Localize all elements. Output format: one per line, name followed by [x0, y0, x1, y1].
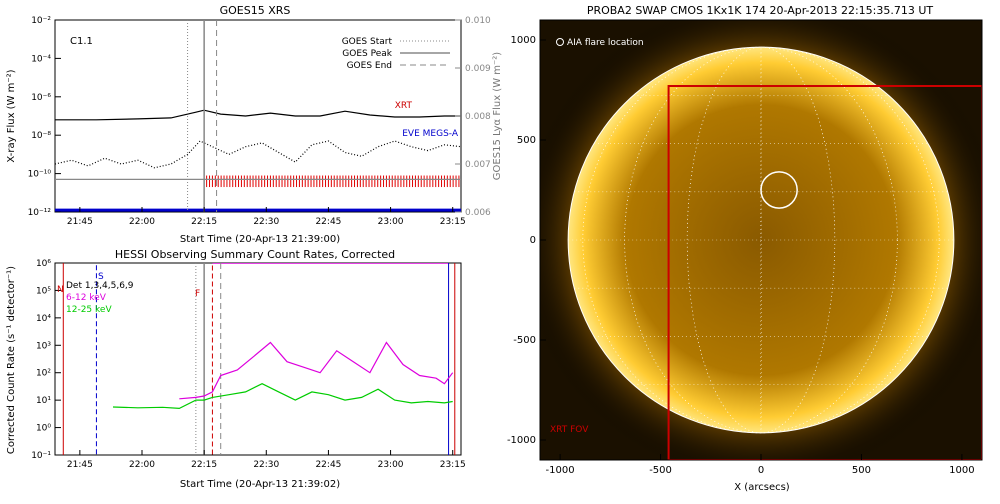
- x-tick-label: 23:15: [440, 217, 466, 227]
- series-label-xrt: XRT: [395, 101, 413, 111]
- hessi-axes: 21:45 22:00 22:15 22:30 22:45 23:00 23:15 10⁻¹ 1…: [31, 259, 465, 470]
- y-tick-label: -500: [513, 335, 536, 346]
- legend-goes-start: GOES Start: [342, 37, 393, 47]
- y-tick-label: -1000: [507, 435, 536, 446]
- swap-legend-aia: AIA flare location: [567, 38, 644, 48]
- y-tick-label: 10⁻¹⁰: [28, 170, 52, 180]
- y-right-tick-label: 0.009: [465, 64, 491, 74]
- swap-x-label: X (arcsecs): [734, 482, 790, 493]
- goes-title: GOES15 XRS: [220, 4, 291, 17]
- x-tick-label: 1000: [949, 465, 974, 476]
- goes-legend: GOES Start GOES Peak GOES End: [342, 37, 450, 71]
- legend-12-25kev: 12-25 keV: [66, 305, 112, 315]
- hessi-x-label: Start Time (20-Apr-13 21:39:02): [180, 479, 340, 490]
- goes-x-label: Start Time (20-Apr-13 21:39:00): [180, 234, 340, 245]
- goes-y-right-label: GOES15 Lyα Flux (W m⁻²): [492, 52, 503, 180]
- x-tick-label: 22:15: [191, 460, 217, 470]
- x-tick-label: 500: [852, 465, 871, 476]
- flag-s: S: [98, 272, 104, 282]
- y-tick-label: 10²: [36, 369, 51, 379]
- swap-title: PROBA2 SWAP CMOS 1Kx1K 174 20-Apr-2013 2…: [587, 4, 934, 17]
- y-tick-label: 10⁻²: [31, 16, 51, 26]
- x-tick-label: 22:00: [129, 217, 155, 227]
- swap-image-layer: [540, 20, 982, 460]
- goes-y-label: X-ray Flux (W m⁻²): [6, 69, 17, 162]
- flag-n: N: [57, 285, 64, 295]
- x-tick-label: 23:15: [440, 460, 466, 470]
- x-tick-label: 21:45: [67, 217, 93, 227]
- hessi-y-label: Corrected Count Rate (s⁻¹ detector⁻¹): [6, 266, 17, 454]
- y-tick-label: 10⁻⁶: [31, 93, 51, 103]
- y-tick-label: 500: [517, 135, 536, 146]
- legend-goes-end: GOES End: [347, 61, 392, 71]
- legend-circle-marker: [556, 38, 564, 46]
- series-label-eve: EVE MEGS-A: [402, 129, 459, 139]
- hessi-legend: Det 1,3,4,5,6,9 6-12 keV 12-25 keV N S F: [57, 272, 200, 315]
- flag-f: F: [195, 289, 200, 299]
- y-tick-label: 10¹: [36, 396, 51, 406]
- goes-axes: 21:45 22:00 22:15 22:30 22:45 23:00 23:15 10⁻¹²…: [28, 16, 491, 227]
- x-tick-label: 22:30: [253, 460, 279, 470]
- goes-plot-frame: [54, 19, 462, 213]
- y-tick-label: 10³: [36, 341, 51, 351]
- longitude-grid-line: [686, 46, 836, 434]
- y-tick-label: 10⁻⁴: [31, 54, 51, 64]
- x-tick-label: -500: [649, 465, 672, 476]
- x-tick-label: 22:00: [129, 460, 155, 470]
- goes-flare-class: C1.1: [70, 36, 93, 47]
- hessi-series-line: [179, 341, 454, 400]
- y-tick-label: 0: [530, 235, 536, 246]
- y-right-tick-label: 0.007: [465, 160, 491, 170]
- y-right-tick-label: 0.008: [465, 112, 491, 122]
- x-tick-label: 21:45: [67, 460, 93, 470]
- longitude-grid-line: [582, 46, 940, 434]
- y-tick-label: 10⁰: [36, 424, 51, 434]
- y-tick-label: 10⁻¹: [31, 451, 51, 461]
- y-tick-label: 10⁻¹²: [28, 208, 52, 218]
- hessi-plot-frame: [54, 262, 462, 456]
- hessi-title: HESSI Observing Summary Count Rates, Cor…: [115, 248, 395, 261]
- hessi-series-line: [112, 383, 453, 410]
- y-tick-label: 10⁵: [36, 286, 51, 296]
- x-tick-label: 22:15: [191, 217, 217, 227]
- hessi-data-layer: [62, 263, 456, 455]
- x-tick-label: 22:45: [315, 217, 341, 227]
- x-tick-label: 23:00: [378, 217, 404, 227]
- y-tick-label: 10⁻⁸: [31, 131, 51, 141]
- x-tick-label: 0: [758, 465, 764, 476]
- goes-data-layer: [55, 20, 461, 212]
- aia-flare-circle: [760, 171, 798, 209]
- y-tick-label: 1000: [511, 35, 536, 46]
- longitude-grid-line: [624, 46, 898, 434]
- xrt-fov-box: [667, 85, 982, 460]
- swap-axes: -1000 -500 0 500 1000 1000 500 0 -500 -1000: [507, 35, 975, 476]
- goes-series-line: [55, 109, 461, 121]
- x-tick-label: 22:45: [315, 460, 341, 470]
- goes-panel: GOES15 XRS Start Time (20-Apr-13 21:39:0…: [6, 4, 503, 245]
- x-tick-label: 23:00: [378, 460, 404, 470]
- swap-image-panel: PROBA2 SWAP CMOS 1Kx1K 174 20-Apr-2013 2…: [507, 4, 983, 493]
- x-tick-label: 22:30: [253, 217, 279, 227]
- y-right-tick-label: 0.006: [465, 208, 491, 218]
- y-tick-label: 10⁴: [36, 314, 51, 324]
- hessi-panel: HESSI Observing Summary Count Rates, Cor…: [6, 248, 466, 490]
- legend-6-12kev: 6-12 keV: [66, 293, 107, 303]
- legend-detectors: Det 1,3,4,5,6,9: [66, 281, 134, 291]
- y-right-tick-label: 0.010: [465, 16, 491, 26]
- legend-goes-peak: GOES Peak: [342, 49, 392, 59]
- y-tick-label: 10⁶: [36, 259, 51, 269]
- goes-series-line: [55, 140, 461, 169]
- swap-fov-label: XRT FOV: [550, 425, 589, 435]
- x-tick-label: -1000: [546, 465, 575, 476]
